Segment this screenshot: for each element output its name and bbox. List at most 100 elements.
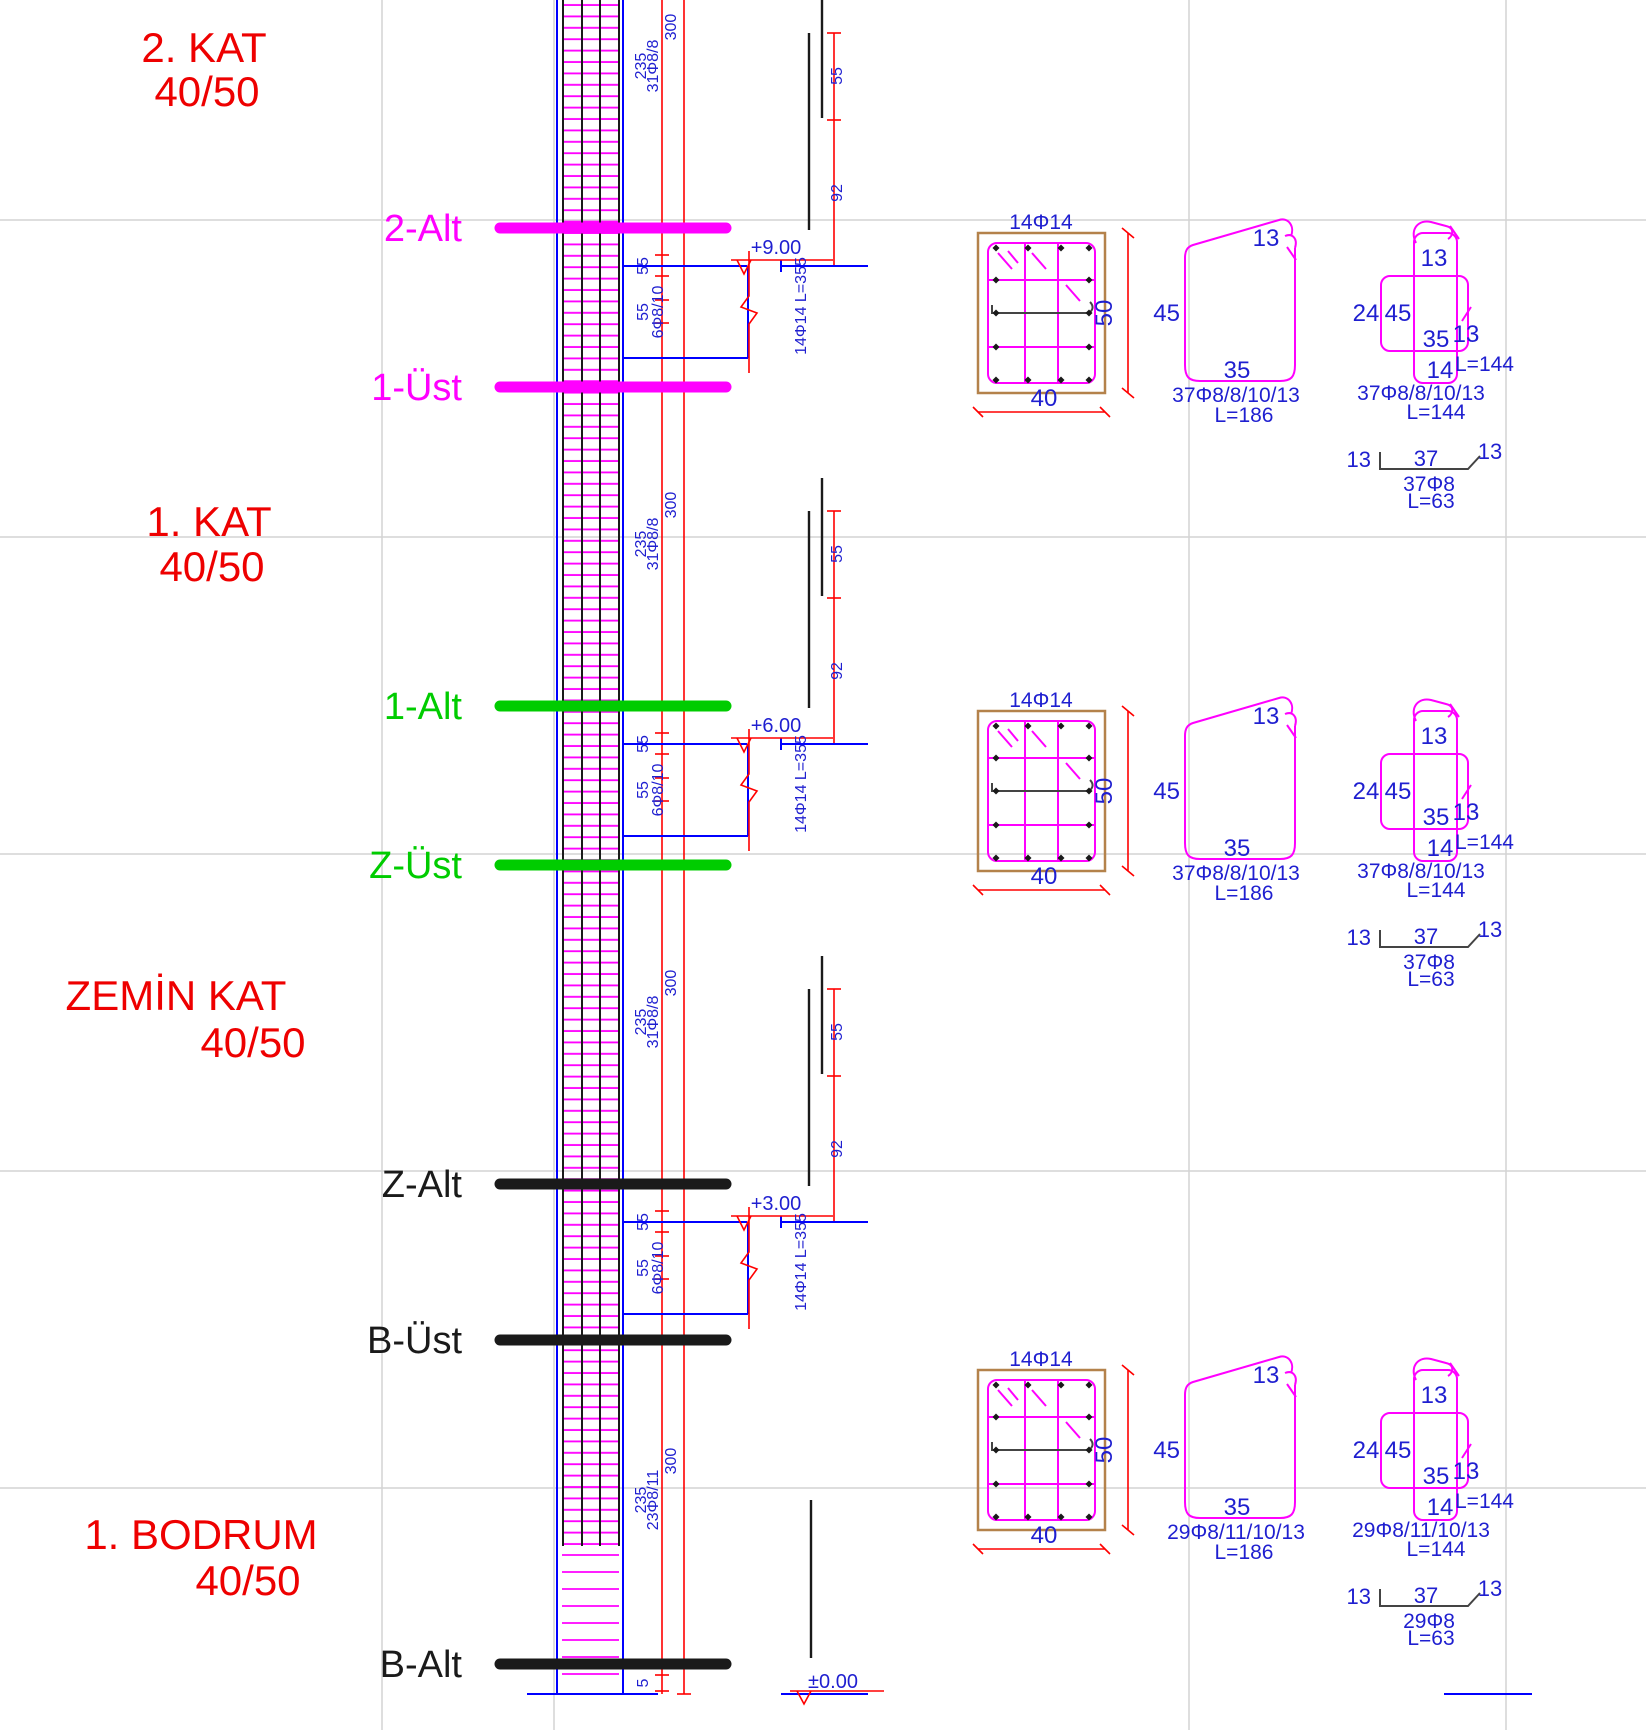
dim-stirrups: 23Φ8/11 — [645, 1470, 662, 1531]
conf-stirrups: 6Φ8/10 — [650, 764, 667, 817]
section-height-dim: 50 — [1091, 778, 1118, 805]
floor-label-1kat: 1. KAT — [146, 498, 271, 545]
cross-left: 24 — [1353, 1437, 1380, 1464]
cross-length: L=144 — [1407, 401, 1466, 424]
conf-stirrups: 6Φ8/10 — [650, 1242, 667, 1295]
section-width-dim: 40 — [1031, 863, 1058, 890]
cross-side-length: L=144 — [1455, 1490, 1514, 1513]
conf-dim-a: 55 — [635, 735, 652, 753]
level-labels: 2-Alt 1-Üst 1-Alt Z-Üst Z-Alt B-Üst B-Al… — [367, 208, 462, 1686]
floor-label-2kat: 2. KAT — [141, 24, 266, 71]
cross-bottom: 14 — [1427, 357, 1454, 384]
hoop-width: 35 — [1224, 1494, 1251, 1521]
dim-zone: 235 — [633, 1487, 650, 1514]
cross-hook-right: 13 — [1453, 321, 1480, 348]
detail-shapes — [973, 218, 1481, 1607]
base-texts: ±0.00 5 — [635, 1671, 858, 1693]
floor-labels: 2. KAT 40/50 1. KAT 40/50 ZEMİN KAT 40/5… — [66, 24, 318, 1604]
bar-ext-a: 55 — [829, 67, 846, 85]
bar-ext-a: 55 — [829, 545, 846, 563]
elevation-label: +6.00 — [751, 715, 802, 737]
bar-ext-a: 55 — [829, 1023, 846, 1041]
cross-bottom: 14 — [1427, 1494, 1454, 1521]
hoop-hook: 13 — [1253, 703, 1280, 730]
column-dimension-lines — [655, 0, 691, 1695]
bar-ext-b: 92 — [829, 184, 846, 202]
cross-label: 37Φ8/8/10/13 — [1357, 860, 1485, 883]
tie-hook-left: 13 — [1347, 1584, 1371, 1609]
tie-length: L=63 — [1407, 1627, 1454, 1650]
level-label-z-ust: Z-Üst — [369, 845, 462, 887]
tie-label: 29Φ8 — [1403, 1610, 1455, 1633]
level-label-1-alt: 1-Alt — [384, 686, 463, 728]
cross-width: 35 — [1423, 326, 1450, 353]
hoop-label: 37Φ8/8/10/13 — [1172, 384, 1300, 407]
cross-width: 35 — [1423, 1463, 1450, 1490]
conf-dim-b: 55 — [635, 303, 652, 321]
hoop-hook: 13 — [1253, 225, 1280, 252]
hoop-height: 45 — [1153, 300, 1180, 327]
floor-dims-zemin: 40/50 — [200, 1019, 305, 1066]
column-elevation — [556, 0, 624, 1694]
joint-texts: +9.00 55 55 6Φ8/10 55 92 14Φ14 L=355 +6.… — [635, 67, 846, 1311]
cross-side-length: L=144 — [1455, 831, 1514, 854]
level-label-1-ust: 1-Üst — [371, 367, 462, 409]
cross-inner: 45 — [1385, 778, 1412, 805]
dim-stirrups: 31Φ8/8 — [645, 518, 662, 571]
conf-dim-a: 55 — [635, 257, 652, 275]
section-width-dim: 40 — [1031, 1522, 1058, 1549]
long-bars-label: 14Φ14 L=355 — [793, 1213, 810, 1311]
tie-hook-left: 13 — [1347, 447, 1371, 472]
cross-label: 37Φ8/8/10/13 — [1357, 382, 1485, 405]
section-height-dim: 50 — [1091, 1437, 1118, 1464]
cross-left: 24 — [1353, 778, 1380, 805]
floor-label-bodrum: 1. BODRUM — [84, 1511, 317, 1558]
hoop-width: 35 — [1224, 835, 1251, 862]
cross-hook-right: 13 — [1453, 799, 1480, 826]
conf-stirrups: 6Φ8/10 — [650, 286, 667, 339]
base-dim: 5 — [635, 1678, 652, 1687]
tie-hook-right: 13 — [1478, 917, 1502, 942]
cross-hook-top: 13 — [1421, 723, 1448, 750]
cross-side-length: L=144 — [1455, 353, 1514, 376]
tie-label: 37Φ8 — [1403, 473, 1455, 496]
foundation-lines — [527, 1500, 1532, 1706]
hoop-length: L=186 — [1215, 404, 1274, 427]
floor-dims-1kat: 40/50 — [159, 543, 264, 590]
conf-dim-b: 55 — [635, 1259, 652, 1277]
level-label-z-alt: Z-Alt — [382, 1164, 463, 1206]
level-label-2-alt: 2-Alt — [384, 208, 463, 250]
floor-dims-bodrum: 40/50 — [195, 1557, 300, 1604]
detail-group-2-texts: 14Φ14 50 40 45 35 13 37Φ8/8/10/13 L=186 … — [1009, 689, 1514, 991]
tie-hook-right: 13 — [1478, 439, 1502, 464]
detail-group-3-texts: 14Φ14 50 40 45 35 13 29Φ8/11/10/13 L=186… — [1009, 1348, 1514, 1650]
cross-length: L=144 — [1407, 1538, 1466, 1561]
tie-width: 37 — [1414, 924, 1438, 949]
cross-width: 35 — [1423, 804, 1450, 831]
cross-hook-right: 13 — [1453, 1458, 1480, 1485]
level-lines — [494, 222, 732, 1670]
tie-label: 37Φ8 — [1403, 951, 1455, 974]
cross-left: 24 — [1353, 300, 1380, 327]
hoop-height: 45 — [1153, 1437, 1180, 1464]
hoop-height: 45 — [1153, 778, 1180, 805]
long-bars-label: 14Φ14 L=355 — [793, 257, 810, 355]
dim-total: 300 — [663, 492, 680, 519]
hoop-label: 37Φ8/8/10/13 — [1172, 862, 1300, 885]
detail-group-1-texts: 14Φ14 50 40 45 35 13 37Φ8/8/10/13 L=186 … — [1009, 211, 1514, 513]
level-label-b-alt: B-Alt — [380, 1644, 463, 1686]
cross-label: 29Φ8/11/10/13 — [1352, 1519, 1490, 1542]
level-label-b-ust: B-Üst — [367, 1320, 462, 1362]
long-bars-label: 14Φ14 L=355 — [793, 735, 810, 833]
conf-dim-b: 55 — [635, 781, 652, 799]
floor-label-zemin: ZEMİN KAT — [66, 972, 287, 1019]
dim-stirrups: 31Φ8/8 — [645, 40, 662, 93]
floor-dimension-texts: 300 235 31Φ8/8 300 235 31Φ8/8 300 235 31… — [633, 14, 680, 1531]
dim-total: 300 — [663, 1448, 680, 1475]
section-bars-label: 14Φ14 — [1009, 689, 1073, 712]
floor-dims-2kat: 40/50 — [154, 68, 259, 115]
bar-ext-b: 92 — [829, 662, 846, 680]
section-height-dim: 50 — [1091, 300, 1118, 327]
cross-length: L=144 — [1407, 879, 1466, 902]
